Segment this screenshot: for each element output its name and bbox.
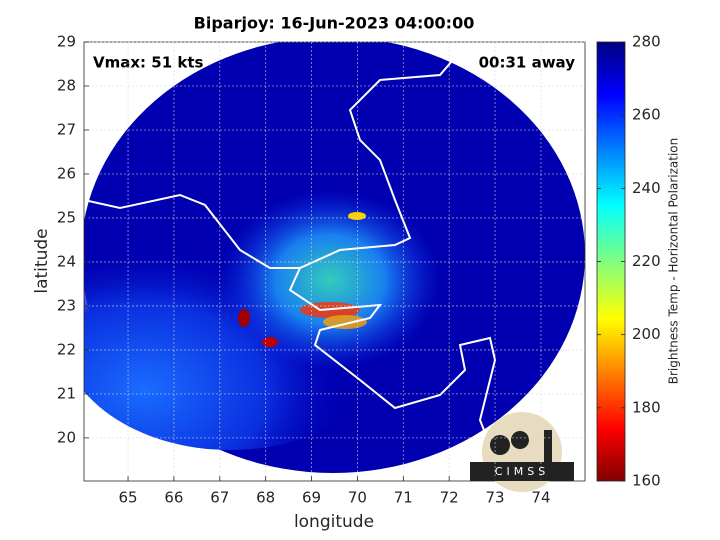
y-tick-label: 20 <box>57 428 76 446</box>
colorbar-tick-label: 200 <box>632 325 661 343</box>
y-tick-label: 25 <box>57 208 76 226</box>
colorbar-tick-label: 160 <box>632 472 661 490</box>
logo-text: CIMSS <box>495 465 549 478</box>
annotation: 00:31 away <box>479 54 576 72</box>
x-tick-label: 72 <box>440 489 459 507</box>
plot-frame <box>83 41 586 482</box>
colorbar-tick-label: 260 <box>632 106 661 124</box>
y-tick-label: 24 <box>57 252 76 270</box>
y-tick-label: 28 <box>57 76 76 94</box>
colorbar-tick-label: 220 <box>632 252 661 270</box>
x-tick-label: 66 <box>164 489 183 507</box>
annotation: Vmax: 51 kts <box>93 54 203 72</box>
chart-title: Biparjoy: 16-Jun-2023 04:00:00 <box>194 14 475 33</box>
colorbar-label: Brightness Temp - Horizontal Polarizatio… <box>667 138 681 385</box>
x-tick-label: 74 <box>531 489 550 507</box>
y-tick-label: 22 <box>57 340 76 358</box>
x-tick-label: 71 <box>394 489 413 507</box>
coastline <box>84 42 497 446</box>
x-tick-label: 70 <box>348 489 367 507</box>
colorbar-tick-label: 280 <box>632 33 661 51</box>
satellite-image <box>84 42 585 473</box>
x-tick-label: 67 <box>210 489 229 507</box>
x-tick-label: 65 <box>118 489 137 507</box>
colorbar <box>596 41 626 482</box>
y-tick-label: 23 <box>57 296 76 314</box>
y-tick-label: 26 <box>57 164 76 182</box>
x-axis-label: longitude <box>294 512 374 532</box>
colorbar-tick-label: 180 <box>632 398 661 416</box>
y-tick-label: 27 <box>57 120 76 138</box>
x-tick-label: 68 <box>256 489 275 507</box>
y-tick-label: 21 <box>57 384 76 402</box>
colorbar-tick-label: 240 <box>632 179 661 197</box>
y-axis-label: latitude <box>32 228 52 293</box>
y-tick-label: 29 <box>57 33 76 51</box>
x-tick-label: 69 <box>302 489 321 507</box>
x-tick-label: 73 <box>486 489 505 507</box>
